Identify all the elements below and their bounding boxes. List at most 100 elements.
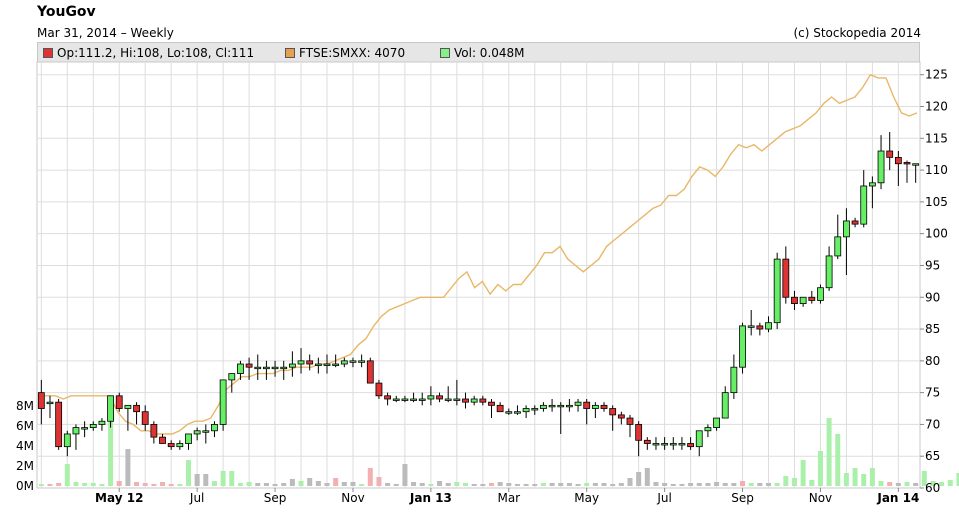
date-tick-label: Jan 14 bbox=[876, 491, 919, 505]
volume-bar bbox=[895, 483, 901, 486]
candle-body bbox=[107, 395, 114, 422]
candle-body bbox=[470, 398, 478, 403]
date-tick-label: Nov bbox=[809, 491, 832, 505]
volume-bar bbox=[558, 483, 564, 486]
volume-bar bbox=[627, 478, 633, 486]
volume-bar bbox=[740, 481, 746, 486]
date-tick-label: Nov bbox=[341, 491, 364, 505]
price-tick-label: 125 bbox=[925, 68, 948, 82]
volume-bar bbox=[298, 481, 304, 486]
volume-bar bbox=[220, 471, 226, 486]
candle bbox=[115, 392, 123, 412]
candle bbox=[652, 437, 660, 450]
date-tick-label: May bbox=[574, 491, 599, 505]
candle-body bbox=[323, 363, 331, 366]
candle bbox=[894, 151, 902, 186]
candle-body bbox=[661, 443, 669, 446]
candle bbox=[245, 357, 253, 380]
candle bbox=[228, 373, 236, 393]
volume-bar bbox=[341, 482, 347, 486]
volume-bar bbox=[705, 483, 711, 486]
candle-body bbox=[193, 430, 201, 435]
candle-body bbox=[825, 255, 833, 289]
price-tick-label: 115 bbox=[925, 131, 948, 145]
candle-body bbox=[297, 360, 305, 365]
volume-bar bbox=[488, 483, 494, 486]
candle-body bbox=[704, 427, 712, 432]
candle bbox=[141, 405, 149, 431]
candle bbox=[124, 404, 132, 431]
candle-body bbox=[505, 411, 513, 414]
candle bbox=[280, 360, 288, 380]
candle-body bbox=[453, 398, 461, 401]
candle bbox=[55, 398, 63, 450]
candle-body bbox=[609, 408, 617, 416]
candle-body bbox=[574, 401, 582, 406]
date-axis: May 12 Jul Sep Nov Jan 13 Mar May Jul Sep Nov Jan … bbox=[95, 488, 919, 505]
candle bbox=[756, 322, 764, 336]
volume-bar bbox=[203, 474, 209, 486]
candle-body bbox=[557, 404, 565, 408]
candle bbox=[470, 395, 478, 406]
candle bbox=[384, 392, 392, 406]
candle-body bbox=[115, 395, 123, 409]
volume-bar bbox=[185, 460, 191, 486]
candle bbox=[808, 290, 816, 304]
volume-swatch-icon bbox=[440, 48, 450, 58]
candle-body bbox=[462, 398, 469, 403]
candle bbox=[765, 316, 772, 333]
candle bbox=[860, 170, 868, 228]
candle bbox=[202, 424, 210, 444]
candle-body bbox=[401, 398, 409, 401]
price-tick-label: 105 bbox=[925, 195, 948, 209]
candle-body bbox=[280, 366, 288, 370]
candle-body bbox=[254, 366, 262, 370]
price-tick-label: 85 bbox=[925, 322, 940, 336]
candle-body bbox=[739, 325, 746, 368]
volume-bar bbox=[618, 483, 624, 486]
candle bbox=[669, 437, 677, 450]
volume-tick-label: 2M bbox=[16, 459, 34, 473]
candle bbox=[314, 357, 322, 374]
candle bbox=[271, 360, 279, 377]
candle-body bbox=[894, 156, 902, 165]
volume-bar bbox=[99, 484, 105, 486]
candle bbox=[695, 430, 703, 457]
candle-body bbox=[237, 363, 244, 374]
volume-bar bbox=[108, 408, 114, 486]
candle bbox=[565, 398, 573, 412]
volume-bar bbox=[714, 482, 720, 486]
candle-body bbox=[912, 163, 920, 166]
price-tick-label: 60 bbox=[925, 481, 940, 495]
candle-body bbox=[410, 398, 417, 401]
candle-body bbox=[340, 360, 348, 365]
volume-bar bbox=[497, 482, 503, 486]
candle-body bbox=[695, 430, 703, 448]
candle-body bbox=[522, 408, 530, 413]
candle-body bbox=[669, 443, 677, 446]
candle bbox=[375, 379, 383, 399]
candle bbox=[462, 392, 469, 409]
candle-body bbox=[288, 363, 296, 368]
volume-bar bbox=[385, 483, 391, 486]
candle-body bbox=[384, 395, 392, 400]
volume-bar bbox=[826, 418, 832, 486]
volume-bar bbox=[592, 483, 598, 486]
candle-body bbox=[773, 258, 781, 324]
volume-bar bbox=[679, 484, 685, 486]
volume-bar bbox=[930, 481, 936, 486]
grid-lines bbox=[37, 62, 920, 488]
candle bbox=[574, 398, 582, 412]
volume-bar bbox=[419, 483, 425, 486]
date-tick-label: Mar bbox=[497, 491, 520, 505]
volume-bar bbox=[38, 484, 44, 486]
candle bbox=[150, 421, 158, 444]
price-tick-label: 120 bbox=[925, 100, 948, 114]
candle bbox=[98, 418, 106, 431]
volume-bar bbox=[281, 483, 287, 486]
candle bbox=[185, 433, 192, 450]
volume-bar bbox=[471, 484, 477, 486]
volume-bar bbox=[194, 474, 200, 486]
ohlc-swatch-icon bbox=[43, 48, 53, 58]
candle-body bbox=[652, 443, 660, 446]
